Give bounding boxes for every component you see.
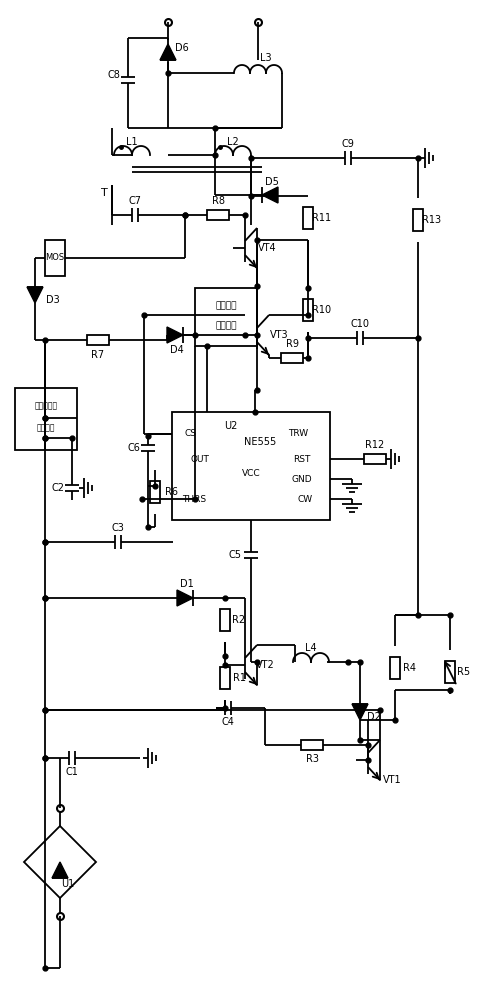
- Text: C8: C8: [108, 70, 121, 80]
- Text: C6: C6: [127, 443, 141, 453]
- Text: VT1: VT1: [383, 775, 401, 785]
- Text: RST: RST: [294, 454, 311, 464]
- Text: D3: D3: [46, 295, 60, 305]
- Bar: [303, 299, 313, 321]
- Bar: [45, 240, 65, 276]
- Polygon shape: [52, 862, 68, 878]
- Text: CS: CS: [184, 430, 196, 438]
- Text: VT3: VT3: [270, 330, 288, 340]
- Text: C2: C2: [51, 483, 65, 493]
- Text: 晶闸管过流: 晶闸管过流: [34, 401, 57, 410]
- Bar: [390, 657, 400, 679]
- Text: VT4: VT4: [258, 243, 276, 253]
- Text: L2: L2: [227, 137, 239, 147]
- Text: OUT: OUT: [191, 454, 209, 464]
- Text: L3: L3: [260, 53, 272, 63]
- Polygon shape: [167, 327, 183, 343]
- Text: R7: R7: [92, 350, 104, 360]
- Bar: [172, 412, 330, 520]
- Text: D4: D4: [170, 345, 184, 355]
- Text: R13: R13: [422, 215, 441, 225]
- Text: 保护电路: 保护电路: [37, 424, 55, 432]
- Bar: [195, 288, 257, 346]
- Bar: [150, 481, 160, 503]
- Text: R4: R4: [402, 663, 416, 673]
- Bar: [413, 209, 423, 231]
- Text: CW: CW: [297, 494, 313, 504]
- Polygon shape: [160, 44, 176, 60]
- Text: NE555: NE555: [244, 437, 276, 447]
- Text: C7: C7: [128, 196, 142, 206]
- Text: C10: C10: [350, 319, 369, 329]
- Bar: [220, 667, 230, 689]
- Polygon shape: [262, 187, 278, 203]
- Polygon shape: [177, 590, 193, 606]
- Polygon shape: [352, 704, 368, 720]
- Text: C3: C3: [112, 523, 124, 533]
- Bar: [220, 609, 230, 631]
- Text: L1: L1: [126, 137, 138, 147]
- Text: TRW: TRW: [288, 430, 308, 438]
- Text: T: T: [100, 188, 107, 198]
- Text: R8: R8: [212, 196, 224, 206]
- Text: C5: C5: [228, 550, 242, 560]
- Text: R12: R12: [366, 440, 385, 450]
- Text: C4: C4: [221, 717, 234, 727]
- Bar: [207, 210, 229, 220]
- Text: D5: D5: [265, 177, 279, 187]
- Text: C1: C1: [66, 767, 78, 777]
- Bar: [445, 661, 455, 683]
- Text: R1: R1: [232, 673, 245, 683]
- Text: R9: R9: [286, 339, 298, 349]
- Bar: [281, 353, 303, 363]
- Text: D2: D2: [367, 712, 381, 722]
- Bar: [301, 740, 323, 750]
- Bar: [15, 388, 77, 450]
- Text: D6: D6: [175, 43, 189, 53]
- Text: 电流电路: 电流电路: [215, 322, 237, 330]
- Text: 偏移调整: 偏移调整: [215, 302, 237, 310]
- Text: R5: R5: [458, 667, 470, 677]
- Polygon shape: [27, 287, 43, 303]
- Text: D1: D1: [180, 579, 194, 589]
- Text: R6: R6: [165, 487, 177, 497]
- Text: R10: R10: [313, 305, 332, 315]
- Text: L4: L4: [305, 643, 317, 653]
- Text: U1: U1: [61, 879, 74, 889]
- Text: THRS: THRS: [182, 494, 206, 504]
- Text: GND: GND: [292, 475, 312, 484]
- Text: R2: R2: [232, 615, 245, 625]
- Text: MOS: MOS: [46, 253, 65, 262]
- Text: R11: R11: [313, 213, 332, 223]
- Bar: [364, 454, 386, 464]
- Bar: [303, 207, 313, 229]
- Text: R3: R3: [305, 754, 318, 764]
- Bar: [87, 335, 109, 345]
- Text: U2: U2: [224, 421, 237, 431]
- Text: VT2: VT2: [256, 660, 274, 670]
- Text: VCC: VCC: [242, 470, 260, 479]
- Text: C9: C9: [342, 139, 354, 149]
